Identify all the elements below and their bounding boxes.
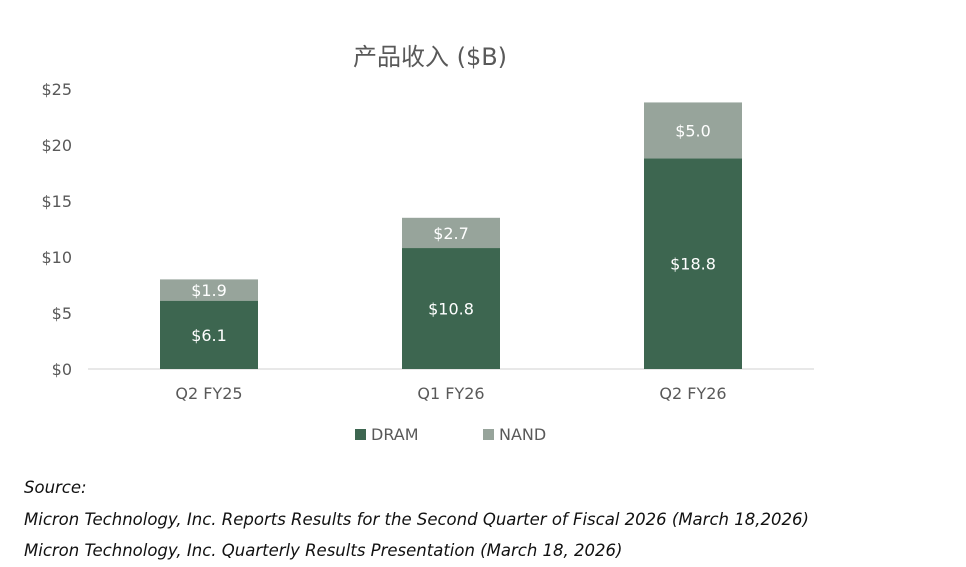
chart-title: 产品收入 ($B) [353,43,507,71]
source-line: Micron Technology, Inc. Quarterly Result… [24,541,623,560]
x-tick-label: Q1 FY26 [417,384,484,403]
data-label: $18.8 [670,255,716,274]
bar-segment-nand [160,279,258,301]
x-tick-label: Q2 FY26 [659,384,726,403]
source-heading: Source: [24,478,87,497]
y-tick-label: $0 [52,360,72,379]
y-axis: $0 $5 $10 $15 $20 $25 [41,80,72,379]
bar-segment-nand [402,217,500,249]
data-label: $2.7 [433,224,469,243]
bars: $6.1 $1.9 $10.8 $2.7 $18.8 $5.0 [160,102,742,369]
y-tick-label: $25 [41,80,72,99]
source-note: Source: Micron Technology, Inc. Reports … [24,472,954,567]
data-label: $5.0 [675,121,711,140]
legend-label: NAND [499,425,546,444]
bar-segment-dram [402,248,500,369]
stacked-bar-chart: 产品收入 ($B) $0 $5 $10 $15 $20 $25 $6.1 $1.9 $10.8… [41,43,814,444]
y-tick-label: $10 [41,248,72,267]
bar-segment-dram [160,300,258,369]
x-axis: Q2 FY25 Q1 FY26 Q2 FY26 [175,384,726,403]
legend: DRAM NAND [355,425,546,444]
legend-swatch-nand [483,429,494,440]
legend-swatch-dram [355,429,366,440]
x-tick-label: Q2 FY25 [175,384,242,403]
data-label: $10.8 [428,300,474,319]
y-tick-label: $20 [41,136,72,155]
source-line: Micron Technology, Inc. Reports Results … [24,509,809,529]
y-tick-label: $5 [52,304,72,323]
legend-label: DRAM [371,425,419,444]
data-label: $1.9 [191,281,227,300]
bar-segment-dram [644,158,742,369]
bar-segment-nand [644,102,742,159]
y-tick-label: $15 [41,192,72,211]
data-label: $6.1 [191,326,227,345]
